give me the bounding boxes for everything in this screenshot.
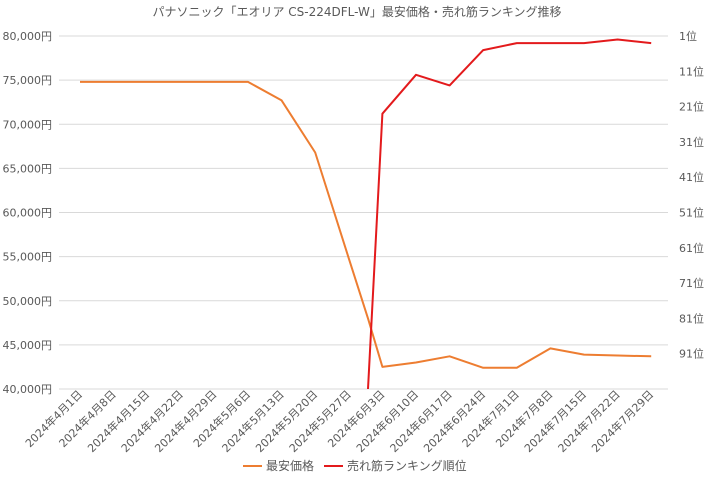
y-right-tick-label: 71位 (679, 276, 704, 290)
series-line-rank (367, 38, 652, 390)
y-left-tick-label: 40,000円 (3, 383, 53, 396)
x-tick: 2024年7月8日 (493, 387, 556, 450)
y-right-tick-label: 31位 (679, 135, 704, 149)
x-tick: 2024年4月8日 (56, 387, 119, 450)
y-right-tick-label: 81位 (679, 311, 704, 325)
y-right-tick-label: 61位 (679, 241, 704, 255)
y-right-tick-label: 11位 (679, 64, 704, 78)
right-axis-ticks: 1位 11位 21位 31位 41位 51位 61位 71位 81位 91位 (679, 29, 704, 361)
chart-title: パナソニック「エオリア CS-224DFL-W」最安価格・売れ筋ランキング推移 (152, 4, 561, 19)
legend-label-price: 最安価格 (266, 458, 314, 473)
y-left-tick-label: 65,000円 (3, 162, 53, 175)
legend-label-rank: 売れ筋ランキング順位 (347, 458, 467, 473)
y-right-tick-label: 91位 (679, 347, 704, 361)
x-tick-label: 2024年4月8日 (56, 387, 119, 450)
x-tick: 2024年7月1日 (459, 387, 522, 450)
series-layer (80, 38, 652, 390)
x-axis-ticks: 2024年4月1日2024年4月8日2024年4月15日2024年4月22日20… (22, 387, 656, 455)
x-tick-label: 2024年6月3日 (325, 387, 388, 450)
x-tick-label: 2024年5月6日 (190, 387, 253, 450)
y-right-tick-label: 41位 (679, 170, 704, 184)
y-left-tick-label: 55,000円 (3, 251, 53, 264)
y-right-tick-label: 1位 (679, 29, 697, 43)
series-line-price (80, 80, 652, 369)
y-left-tick-label: 50,000円 (3, 295, 53, 308)
x-tick-label: 2024年4月1日 (22, 387, 85, 450)
legend: 最安価格 売れ筋ランキング順位 (243, 458, 467, 473)
left-axis-ticks: 40,000円 45,000円 50,000円 55,000円 60,000円 65,00… (3, 30, 53, 396)
y-left-tick-label: 60,000円 (3, 207, 53, 220)
x-tick: 2024年6月3日 (325, 387, 388, 450)
x-tick-label: 2024年7月8日 (493, 387, 556, 450)
y-right-tick-label: 21位 (679, 100, 704, 114)
x-tick-label: 2024年7月1日 (459, 387, 522, 450)
x-tick: 2024年4月1日 (22, 387, 85, 450)
y-right-tick-label: 51位 (679, 206, 704, 220)
gridlines (59, 35, 668, 390)
y-left-tick-label: 80,000円 (3, 30, 53, 43)
x-tick: 2024年5月6日 (190, 387, 253, 450)
y-left-tick-label: 45,000円 (3, 339, 53, 352)
y-left-tick-label: 75,000円 (3, 74, 53, 87)
y-left-tick-label: 70,000円 (3, 118, 53, 131)
